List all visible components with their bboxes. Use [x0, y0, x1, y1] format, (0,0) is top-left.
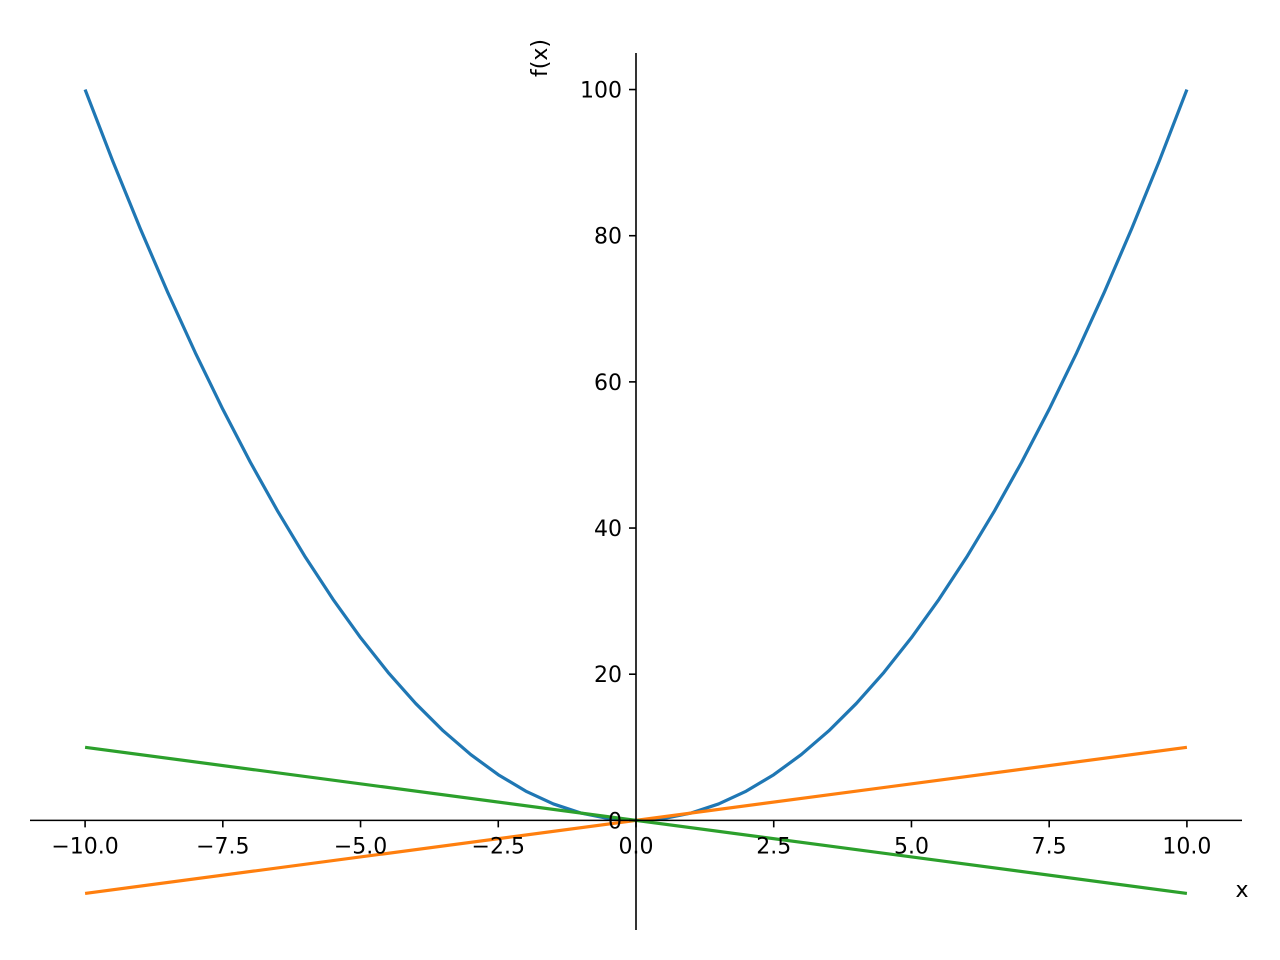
x-tick-label: −2.5 — [472, 834, 525, 859]
axes-layer — [30, 53, 1242, 930]
y-axis-label: f(x) — [528, 39, 553, 77]
y-tick-label: 20 — [594, 663, 622, 688]
y-tick-label: 0 — [608, 809, 622, 834]
x-tick-label: −7.5 — [196, 834, 249, 859]
y-tick-label: 100 — [580, 79, 622, 104]
x-tick-label: 10.0 — [1162, 834, 1211, 859]
y-tick-label: 40 — [594, 517, 622, 542]
y-tick-label: 80 — [594, 225, 622, 250]
x-tick-label: 0.0 — [619, 834, 654, 859]
x-tick-label: 5.0 — [894, 834, 929, 859]
y-tick-label: 60 — [594, 371, 622, 396]
ticks-layer: −10.0 −7.5 −5.0 −2.5 0.0 2.5 5.0 7.5 10.0 0 20 40 60… — [51, 79, 1211, 860]
x-tick-label: 2.5 — [756, 834, 791, 859]
x-axis-label: x — [1235, 878, 1248, 903]
x-tick-label: −10.0 — [51, 834, 118, 859]
x-tick-label: −5.0 — [334, 834, 387, 859]
x-tick-label: 7.5 — [1032, 834, 1067, 859]
